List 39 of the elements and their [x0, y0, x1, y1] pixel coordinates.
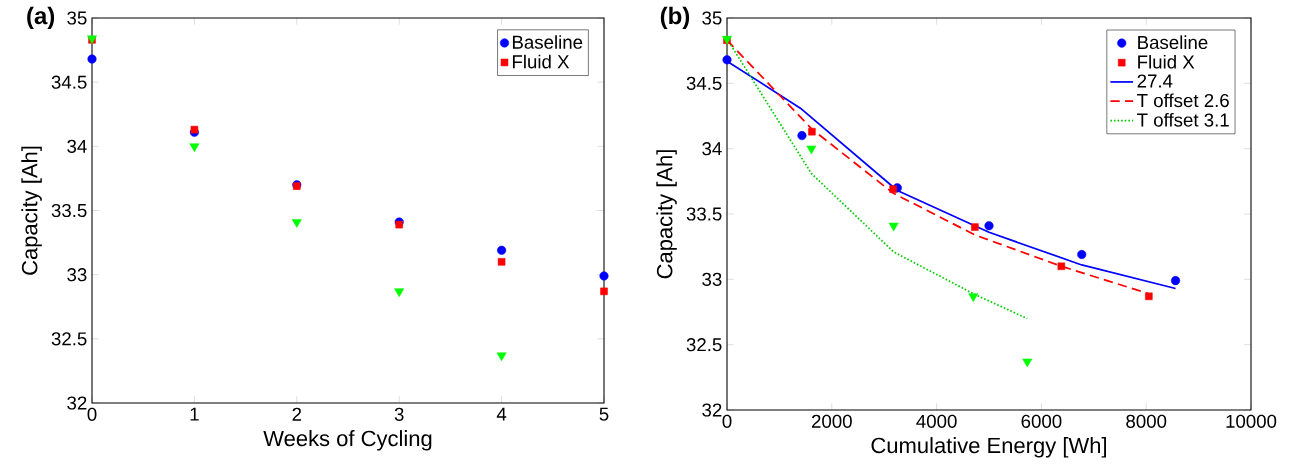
y-tick-label: 34.5 [686, 76, 722, 90]
x-tick-label: 1 [190, 407, 199, 421]
y-tick-label: 33 [67, 268, 87, 282]
y-tick-label: 35 [702, 11, 722, 25]
y-tick-label: 35 [67, 11, 87, 25]
x-tick-label: 0 [87, 407, 97, 421]
x-tick-label: 8000 [1126, 414, 1167, 428]
x-tick-label: 3 [394, 407, 404, 421]
x-tick-label: 4000 [916, 414, 957, 428]
x-tick-label: 2 [292, 407, 302, 421]
legend-label: Baseline [1138, 35, 1208, 50]
y-tick-label: 32.5 [686, 338, 722, 352]
x-axis-title: Cumulative Energy [Wh] [871, 437, 1106, 458]
legend-label: T offset 2.6 [1137, 93, 1229, 108]
legend-label: 27.4 [1137, 74, 1173, 88]
y-tick-label: 32 [702, 403, 722, 417]
x-tick-label: 6000 [1021, 414, 1062, 428]
x-tick-label: 2000 [811, 414, 852, 428]
x-tick-label: 10000 [1226, 414, 1277, 428]
y-tick-label: 34.5 [51, 75, 87, 89]
x-tick-label: 4 [496, 407, 507, 421]
x-tick-label: 5 [599, 407, 609, 421]
y-tick-label: 34 [67, 139, 87, 153]
legend-label: Fluid X [1138, 54, 1195, 69]
chart-title: (b) [660, 6, 690, 30]
x-tick-label: 0 [722, 414, 732, 428]
y-tick-label: 32.5 [51, 332, 87, 346]
legend-label: Baseline [512, 35, 583, 49]
y-tick-label: 33.5 [686, 207, 722, 221]
y-tick-label: 32 [67, 396, 87, 410]
legend-label: T offset 3.1 [1137, 112, 1229, 127]
x-axis-title: Weeks of Cycling [263, 430, 432, 451]
y-tick-label: 33.5 [51, 203, 87, 218]
y-axis-title: Capacity [Ah] [656, 150, 677, 279]
y-tick-label: 34 [702, 142, 722, 156]
legend-label: Fluid X [512, 54, 570, 69]
y-tick-label: 33 [702, 272, 722, 286]
y-axis-title: Capacity [Ah] [21, 146, 42, 275]
chart-title: (a) [27, 6, 55, 30]
